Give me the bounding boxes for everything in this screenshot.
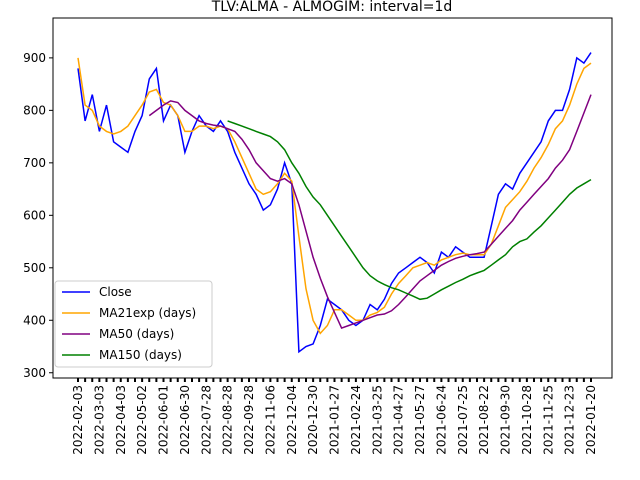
legend-label: MA50 (days) bbox=[99, 327, 174, 341]
y-tick-label: 300 bbox=[23, 366, 46, 380]
y-tick-label: 500 bbox=[23, 261, 46, 275]
line-series bbox=[227, 120, 592, 301]
x-tick-label: 2021-07-25 bbox=[456, 385, 470, 455]
x-tick-label: 2022-07-28 bbox=[199, 385, 213, 455]
x-tick-label: 2022-09-28 bbox=[242, 385, 256, 455]
x-tick-label: 2021-10-28 bbox=[520, 385, 534, 455]
x-tick-label: 2022-12-04 bbox=[285, 385, 299, 455]
x-tick-label: 2022-05-02 bbox=[135, 385, 149, 455]
x-tick-label: 2022-08-28 bbox=[221, 385, 235, 455]
x-tick-label: 2021-08-22 bbox=[477, 385, 491, 455]
chart-title: TLV:ALMA - ALMOGIM: interval=1d bbox=[211, 0, 453, 15]
legend-box bbox=[54, 280, 213, 368]
x-tick-label: 2021-04-27 bbox=[392, 385, 406, 455]
legend-label: MA150 (days) bbox=[99, 348, 182, 362]
x-tick-label: 2022-06-30 bbox=[178, 385, 192, 455]
y-tick-label: 400 bbox=[23, 313, 46, 327]
y-tick-label: 800 bbox=[23, 103, 46, 117]
legend: Close MA21exp (days) MA50 (days) MA150 (day… bbox=[54, 280, 213, 368]
x-tick-label: 2022-03-03 bbox=[92, 385, 106, 455]
x-tick-label: 2022-01-20 bbox=[584, 385, 598, 455]
x-tick-label: 2021-09-30 bbox=[499, 385, 513, 455]
axes-frame bbox=[52, 17, 613, 379]
y-tick-label: 600 bbox=[23, 208, 46, 222]
x-tick-label: 2022-11-06 bbox=[263, 385, 277, 455]
legend-label: MA21exp (days) bbox=[99, 306, 196, 320]
legend-label: Close bbox=[99, 285, 132, 299]
x-tick-label: 2022-06-01 bbox=[157, 385, 171, 455]
x-tick-label: 2022-04-03 bbox=[114, 385, 128, 455]
line-series bbox=[148, 94, 592, 330]
line-series bbox=[77, 57, 592, 335]
x-tick-label: 2021-03-25 bbox=[370, 385, 384, 455]
line-series bbox=[77, 52, 592, 354]
x-tick-label: 2022-02-03 bbox=[71, 385, 85, 455]
y-tick-label: 900 bbox=[23, 51, 46, 65]
x-tick-label: 2021-05-27 bbox=[413, 385, 427, 455]
x-tick-label: 2021-11-25 bbox=[541, 385, 555, 455]
x-tick-label: 2020-12-30 bbox=[306, 385, 320, 455]
x-tick-label: 2021-02-24 bbox=[349, 385, 363, 455]
x-tick-label: 2021-01-27 bbox=[328, 385, 342, 455]
y-tick-label: 700 bbox=[23, 156, 46, 170]
x-tick-label: 2021-06-24 bbox=[434, 385, 448, 455]
x-tick-label: 2021-12-23 bbox=[563, 385, 577, 455]
